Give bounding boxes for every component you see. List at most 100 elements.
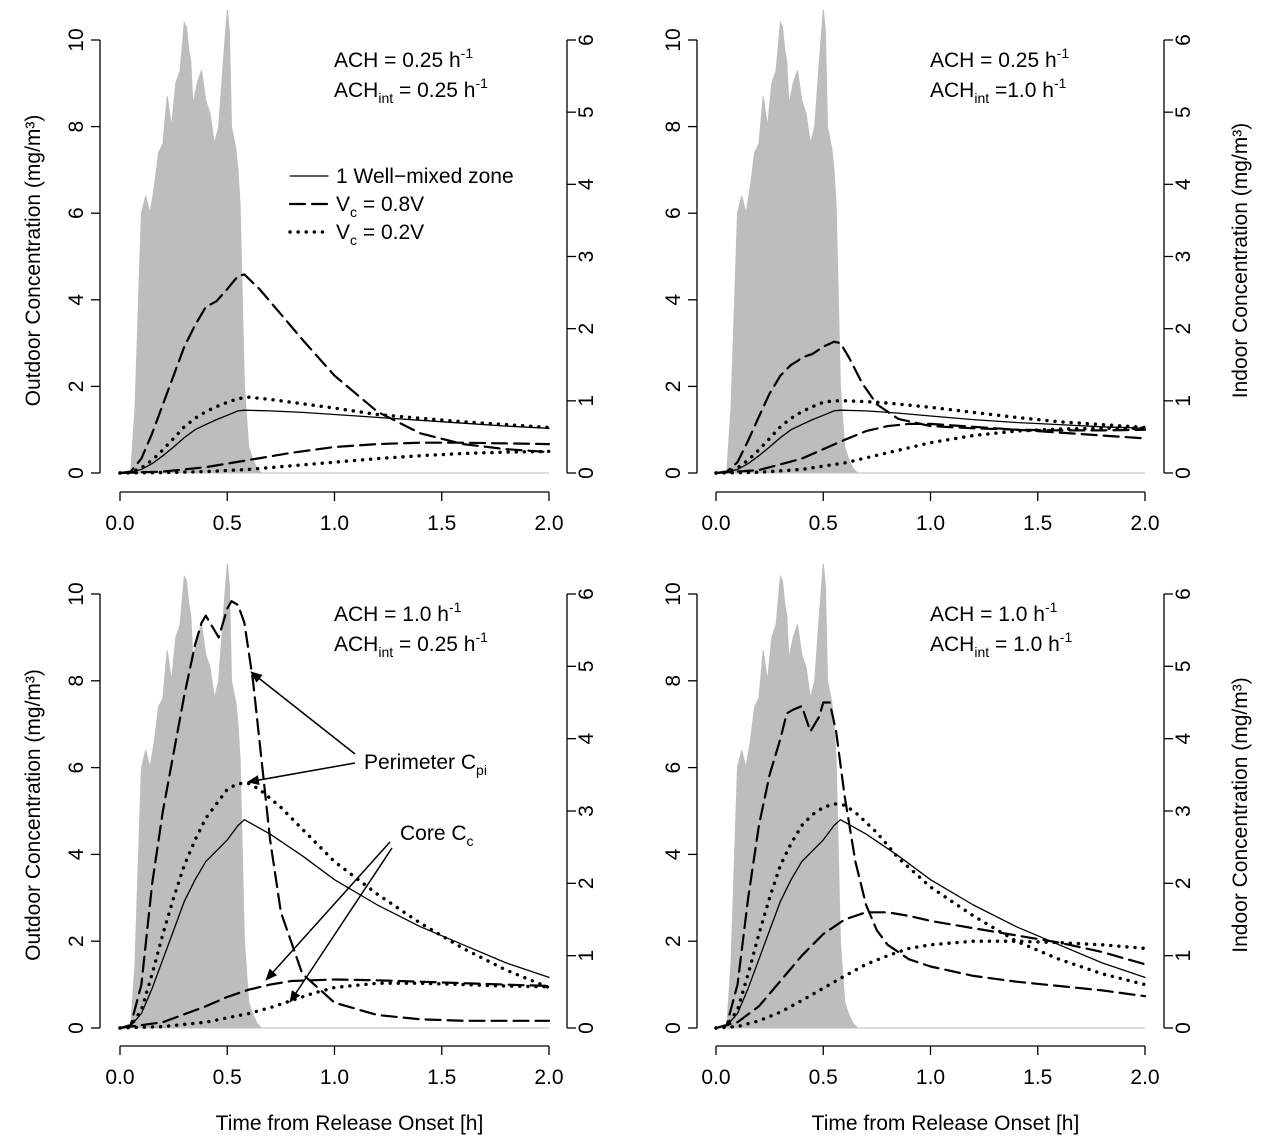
outdoor-concentration-area (716, 9, 1145, 474)
y-right-tick-label: 5 (1172, 106, 1195, 118)
x-tick-label: 0.5 (213, 1066, 242, 1089)
series-dashed-1 (714, 701, 1147, 1030)
x-tick-label: 0.0 (105, 1066, 134, 1089)
y-left-tick-label: 0 (65, 1022, 88, 1034)
y-left-axis-title: Outdoor Concentration (mg/m³) (22, 115, 45, 407)
x-tick-label: 1.5 (1023, 1066, 1052, 1089)
y-axis-right: 0 1 2 3 4 5 6 (1163, 588, 1195, 1034)
y-left-tick-label: 2 (65, 381, 88, 393)
ach-int-label: ACHint = 0.25 h-1 (334, 629, 488, 660)
y-right-tick-label: 1 (1172, 395, 1195, 407)
y-right-tick-label: 2 (1172, 323, 1195, 335)
y-left-tick-label: 10 (662, 28, 685, 51)
y-right-tick-label: 1 (575, 950, 598, 962)
series-dotted-4 (118, 981, 551, 1030)
y-left-tick-label: 8 (65, 675, 88, 687)
y-left-tick-label: 6 (662, 207, 685, 219)
x-tick-label: 0.0 (105, 512, 134, 535)
y-right-tick-label: 0 (575, 467, 598, 479)
y-left-tick-label: 8 (662, 675, 685, 687)
y-axis-left: 0 2 4 6 8 10 (662, 582, 698, 1034)
y-left-tick-label: 8 (662, 121, 685, 133)
y-right-tick-label: 6 (575, 588, 598, 600)
x-tick-label: 2.0 (534, 1066, 563, 1089)
y-left-tick-label: 2 (662, 935, 685, 947)
y-left-tick-label: 2 (65, 935, 88, 947)
y-left-tick-label: 0 (662, 467, 685, 479)
callouts: Perimeter Cpi Core Cc (247, 671, 487, 1003)
y-left-tick-label: 6 (65, 762, 88, 774)
x-axis-title: Time from Release Onset [h] (812, 1112, 1080, 1135)
perimeter-arrow-dashed (250, 671, 356, 755)
y-right-tick-label: 1 (575, 395, 598, 407)
series-dashed-3 (714, 911, 1147, 1030)
x-axis: 0.0 0.5 1.0 1.5 2.0 (701, 1045, 1160, 1089)
y-right-tick-label: 0 (1172, 1022, 1195, 1034)
series-dotted-4 (714, 426, 1147, 475)
series-dashed-1 (118, 273, 551, 475)
core-arrow-dotted (289, 847, 393, 1003)
y-left-tick-label: 2 (662, 381, 685, 393)
x-tick-label: 0.5 (213, 512, 242, 535)
y-left-tick-label: 6 (65, 207, 88, 219)
y-left-tick-label: 10 (65, 582, 88, 605)
y-axis-left: 0 2 4 6 8 10 (662, 28, 698, 479)
series-dashed-1 (118, 600, 551, 1030)
panel-bottom-left: 0.0 0.5 1.0 1.5 2.0 0 2 4 6 8 10 0 1 2 3 4 5 6 Outdoor Con… (22, 563, 598, 1135)
y-left-tick-label: 6 (662, 762, 685, 774)
x-tick-label: 2.0 (534, 512, 563, 535)
series-dotted-2 (714, 802, 1147, 1030)
x-axis: 0.0 0.5 1.0 1.5 2.0 (701, 491, 1160, 535)
x-tick-label: 2.0 (1130, 1066, 1159, 1089)
legend-label-solid: 1 Well−mixed zone (336, 165, 514, 188)
panel-bottom-right: 0.0 0.5 1.0 1.5 2.0 0 2 4 6 8 10 0 1 2 3 4 5 6 Indoor Conc… (662, 563, 1252, 1135)
core-callout-label: Core Cc (400, 822, 474, 849)
ach-annotation: ACH = 1.0 h-1 ACHint = 1.0 h-1 (930, 599, 1072, 660)
series-dotted-2 (118, 781, 551, 1030)
y-right-tick-label: 0 (575, 1022, 598, 1034)
x-tick-label: 0.5 (809, 512, 838, 535)
y-right-tick-label: 3 (1172, 251, 1195, 263)
y-left-tick-label: 10 (65, 28, 88, 51)
ach-int-label: ACHint = 0.25 h-1 (334, 75, 488, 106)
y-right-tick-label: 2 (1172, 877, 1195, 889)
y-right-tick-label: 1 (1172, 950, 1195, 962)
y-right-tick-label: 5 (1172, 660, 1195, 672)
y-left-tick-label: 4 (662, 848, 685, 860)
y-right-tick-label: 4 (575, 733, 598, 745)
y-axis-right: 0 1 2 3 4 5 6 (1163, 34, 1195, 479)
x-tick-label: 1.0 (916, 512, 945, 535)
y-right-tick-label: 5 (575, 660, 598, 672)
series-dotted-2 (714, 399, 1147, 475)
ach-label: ACH = 1.0 h-1 (930, 599, 1058, 626)
x-tick-label: 1.0 (320, 1066, 349, 1089)
y-right-axis-title: Indoor Concentration (mg/m³) (1229, 677, 1252, 952)
y-left-tick-label: 4 (65, 294, 88, 306)
series-solid-0 (715, 409, 1146, 474)
y-right-tick-label: 4 (1172, 733, 1195, 745)
x-tick-label: 0.0 (701, 512, 730, 535)
x-tick-label: 2.0 (1130, 512, 1159, 535)
series-dashed-3 (714, 422, 1147, 475)
series-dotted-4 (118, 449, 551, 475)
ach-label: ACH = 1.0 h-1 (334, 599, 462, 626)
y-right-tick-label: 6 (575, 34, 598, 46)
x-tick-label: 0.0 (701, 1066, 730, 1089)
ach-annotation: ACH = 1.0 h-1 ACHint = 0.25 h-1 (334, 599, 488, 660)
outdoor-concentration-area (716, 563, 1145, 1029)
y-left-tick-label: 4 (662, 294, 685, 306)
legend-label-dashed: Vc = 0.8V (336, 193, 424, 220)
ach-annotation: ACH = 0.25 h-1 ACHint =1.0 h-1 (930, 45, 1069, 106)
y-left-tick-label: 4 (65, 848, 88, 860)
y-left-axis-title: Outdoor Concentration (mg/m³) (22, 669, 45, 961)
x-tick-label: 1.5 (427, 512, 456, 535)
ach-int-label: ACHint =1.0 h-1 (930, 75, 1067, 106)
series-solid-0 (715, 819, 1146, 1029)
x-axis: 0.0 0.5 1.0 1.5 2.0 (105, 491, 564, 535)
x-tick-label: 1.0 (320, 512, 349, 535)
y-right-tick-label: 4 (1172, 178, 1195, 190)
series-dashed-3 (118, 978, 551, 1030)
